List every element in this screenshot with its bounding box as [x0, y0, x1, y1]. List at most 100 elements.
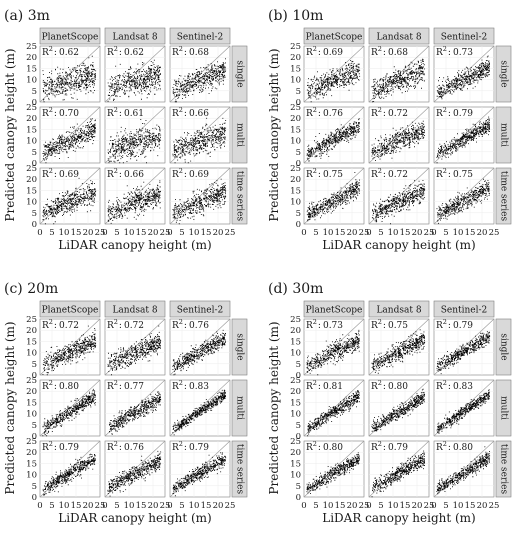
facet: R2: 0.80 [368, 379, 430, 437]
r2-prefix: R [371, 443, 378, 453]
x-tick-label: 20 [83, 228, 94, 238]
r2-value: 0.76 [189, 321, 209, 331]
facet: R2: 0.70 [39, 106, 101, 164]
column-strip-label: Sentinel-2 [177, 33, 224, 43]
r2-superscript: 2 [313, 440, 317, 448]
row-strip-label: single [235, 60, 245, 87]
scatter-points [371, 180, 426, 225]
x-tick-label: 25 [95, 501, 106, 511]
r2-label: R2: 0.72 [107, 318, 144, 331]
x-tick-label: 15 [136, 501, 147, 511]
facet: R2: 0.80 [39, 379, 101, 437]
one-to-one-line [169, 318, 231, 376]
y-tick-label: 25 [26, 103, 37, 113]
column-strip [368, 27, 430, 45]
row-strip [495, 106, 512, 164]
r2-superscript: 2 [313, 106, 317, 114]
r2-label: R2: 0.69 [172, 167, 209, 180]
y-tick-label: 10 [290, 137, 301, 147]
x-tick-label: 5 [313, 228, 318, 238]
r2-label: R2: 0.80 [371, 379, 408, 392]
r2-label: R2: 0.79 [42, 440, 79, 453]
r2-colon: : [54, 321, 57, 331]
column-strip-label: Landsat 8 [376, 33, 421, 43]
facet: R2: 0.75 [433, 167, 495, 225]
x-tick-label: 15 [465, 228, 476, 238]
column-strip [104, 27, 166, 45]
r2-label: R2: 0.73 [306, 318, 343, 331]
r2-prefix: R [306, 109, 313, 119]
r2-prefix: R [107, 443, 114, 453]
x-tick-label: 15 [136, 228, 147, 238]
x-tick-label: 5 [378, 501, 383, 511]
y-tick-label: 0 [296, 493, 301, 503]
y-tick-label: 5 [32, 360, 37, 370]
r2-label: R2: 0.75 [371, 318, 408, 331]
r2-value: 0.79 [59, 443, 79, 453]
x-tick-label: 5 [313, 501, 318, 511]
y-tick-label: 20 [290, 114, 301, 124]
r2-superscript: 2 [49, 379, 53, 387]
r2-prefix: R [306, 382, 313, 392]
y-tick-label: 10 [26, 471, 37, 481]
r2-label: R2: 0.62 [42, 45, 79, 58]
y-tick-label: 25 [26, 164, 37, 174]
scatter-points [436, 116, 490, 164]
facet: R2: 0.76 [104, 440, 166, 498]
r2-superscript: 2 [313, 45, 317, 53]
r2-label: R2: 0.80 [436, 440, 473, 453]
panel-title: (d) 30m [268, 281, 323, 297]
r2-superscript: 2 [114, 45, 118, 53]
x-tick-label: 0 [37, 228, 42, 238]
row-strip [495, 45, 512, 103]
row-strip [231, 440, 248, 498]
r2-label: R2: 0.72 [371, 106, 408, 119]
one-to-one-line [39, 106, 101, 164]
y-tick-label: 5 [32, 482, 37, 492]
column-strip-label: PlanetScope [42, 306, 99, 316]
x-tick-label: 5 [378, 228, 383, 238]
x-tick-label: 10 [124, 501, 135, 511]
facet: R2: 0.79 [433, 318, 495, 376]
facet: R2: 0.69 [303, 45, 365, 103]
r2-label: R2: 0.76 [172, 318, 209, 331]
r2-superscript: 2 [378, 318, 382, 326]
y-tick-label: 10 [26, 410, 37, 420]
y-tick-label: 15 [290, 398, 301, 408]
r2-label: R2: 0.72 [42, 318, 79, 331]
r2-prefix: R [436, 109, 443, 119]
y-tick-label: 25 [290, 437, 301, 447]
x-tick-label: 5 [49, 501, 54, 511]
row-strip-label: time series [499, 171, 509, 222]
scatter-points [371, 120, 425, 161]
y-tick-label: 10 [290, 410, 301, 420]
scatter-points [42, 118, 96, 164]
scatter-points [107, 119, 162, 164]
r2-label: R2: 0.79 [371, 440, 408, 453]
one-to-one-line [104, 106, 166, 164]
one-to-one-line [368, 167, 430, 225]
y-tick-label: 15 [26, 337, 37, 347]
r2-prefix: R [42, 321, 49, 331]
column-strip-label: PlanetScope [306, 33, 363, 43]
y-tick-label: 5 [32, 209, 37, 219]
x-tick-label: 15 [335, 501, 346, 511]
r2-colon: : [383, 109, 386, 119]
x-tick-label: 0 [366, 228, 371, 238]
one-to-one-line [104, 167, 166, 225]
x-tick-label: 0 [366, 501, 371, 511]
r2-superscript: 2 [179, 379, 183, 387]
y-tick-label: 5 [296, 482, 301, 492]
r2-superscript: 2 [114, 318, 118, 326]
y-tick-label: 10 [290, 349, 301, 359]
one-to-one-line [368, 106, 430, 164]
r2-superscript: 2 [313, 318, 317, 326]
y-tick-label: 5 [296, 209, 301, 219]
r2-prefix: R [107, 170, 114, 180]
scatter-points [306, 452, 360, 494]
r2-prefix: R [306, 321, 313, 331]
r2-label: R2: 0.69 [42, 167, 79, 180]
x-tick-label: 25 [225, 228, 236, 238]
x-tick-label: 10 [189, 501, 200, 511]
r2-value: 0.79 [189, 443, 209, 453]
